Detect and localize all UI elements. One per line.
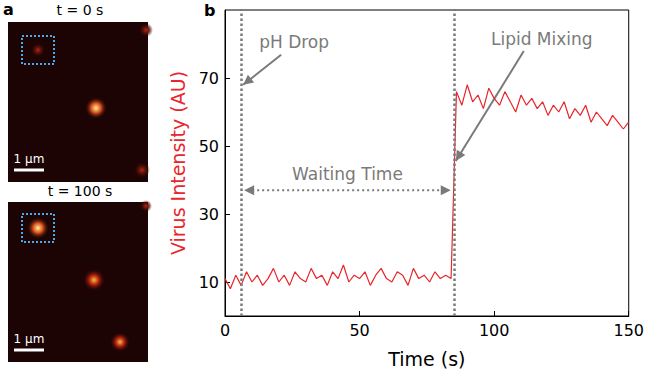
svg-text:pH Drop: pH Drop <box>259 32 329 52</box>
svg-text:100: 100 <box>479 321 510 340</box>
svg-text:0: 0 <box>220 321 230 340</box>
svg-text:Waiting Time: Waiting Time <box>292 164 403 184</box>
svg-text:70: 70 <box>199 69 219 88</box>
svg-text:Lipid Mixing: Lipid Mixing <box>491 29 593 49</box>
svg-text:30: 30 <box>199 205 219 224</box>
svg-text:t = 0 s: t = 0 s <box>57 2 104 18</box>
svg-text:50: 50 <box>349 321 369 340</box>
svg-text:b: b <box>204 1 215 20</box>
svg-text:1 μm: 1 μm <box>14 332 45 346</box>
svg-text:1 μm: 1 μm <box>14 152 45 166</box>
svg-text:Virus Intensity (AU): Virus Intensity (AU) <box>167 71 189 255</box>
svg-text:150: 150 <box>613 321 644 340</box>
svg-text:a: a <box>3 0 14 19</box>
svg-text:10: 10 <box>199 273 219 292</box>
svg-text:50: 50 <box>199 137 219 156</box>
svg-text:t = 100 s: t = 100 s <box>48 183 113 199</box>
svg-text:Time (s): Time (s) <box>387 348 465 370</box>
